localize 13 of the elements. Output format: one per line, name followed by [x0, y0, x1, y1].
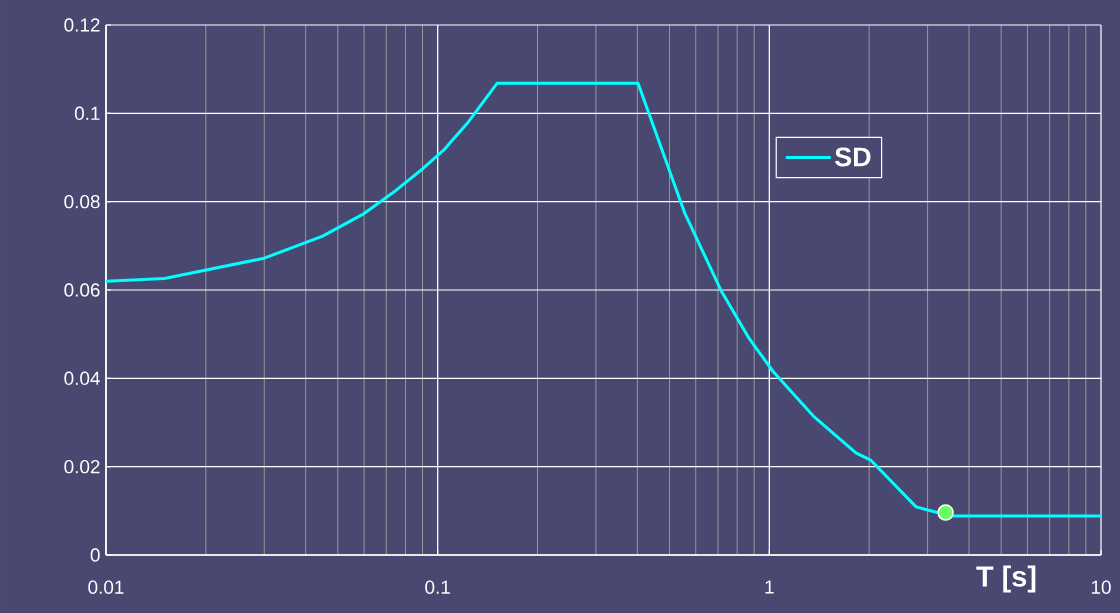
x-tick-label: 0.1 — [425, 580, 450, 594]
x-axis-title: T [s] — [976, 565, 1036, 593]
y-tick-label: 0.06 — [64, 283, 100, 297]
y-tick-label: 0.1 — [74, 106, 100, 121]
y-tick-label: 0.02 — [64, 459, 100, 474]
x-tick-label: 10 — [1091, 580, 1111, 594]
y-tick-label: 0.04 — [64, 371, 100, 386]
y-tick-label: 0 — [90, 548, 100, 562]
x-tick-label: 0.01 — [88, 580, 124, 594]
x-tick-label: 1 — [765, 580, 774, 594]
y-tick-label: 0.08 — [64, 194, 100, 209]
y-tick-label: 0.12 — [64, 18, 100, 32]
legend-label: SD — [835, 147, 871, 167]
